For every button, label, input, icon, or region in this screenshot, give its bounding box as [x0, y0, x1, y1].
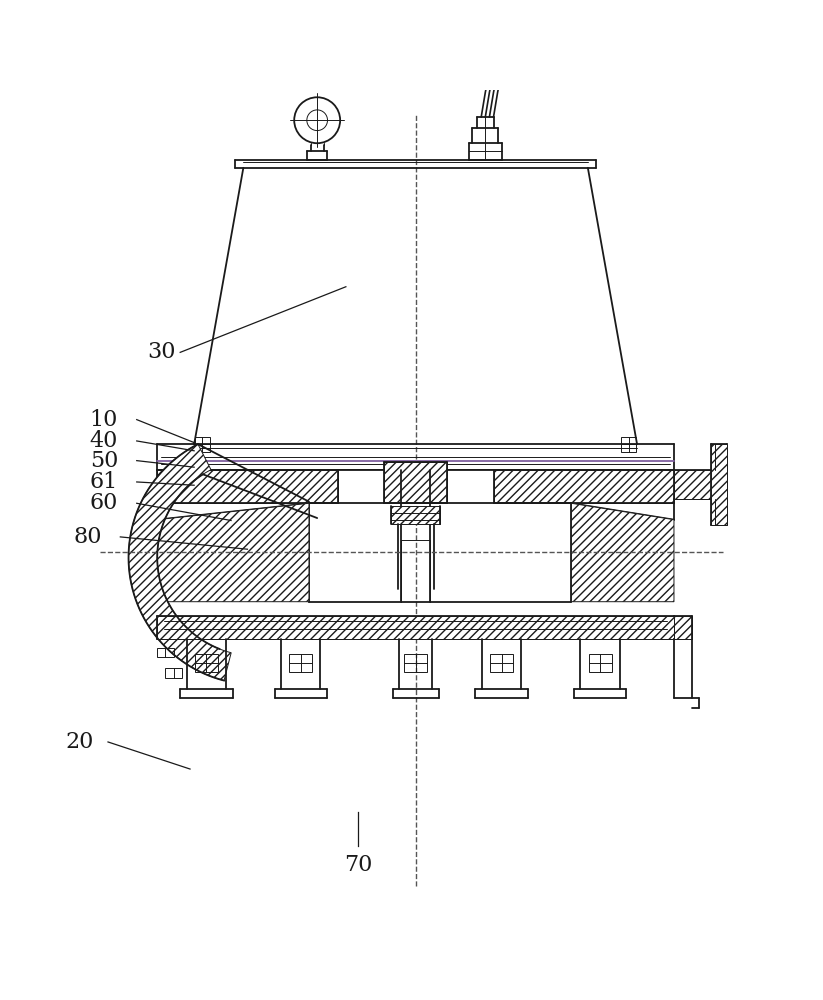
Bar	[404, 654, 427, 672]
Text: 70: 70	[344, 854, 372, 876]
Bar	[195, 437, 210, 452]
Polygon shape	[571, 503, 674, 602]
Bar	[157, 648, 174, 657]
Polygon shape	[128, 444, 231, 681]
Polygon shape	[674, 616, 692, 639]
Text: 60: 60	[90, 492, 119, 514]
Bar	[290, 654, 312, 672]
Bar	[391, 506, 440, 524]
Text: 30: 30	[147, 341, 175, 363]
Text: 10: 10	[90, 409, 119, 431]
Polygon shape	[674, 470, 711, 499]
Bar	[491, 654, 514, 672]
Bar	[165, 668, 182, 678]
Text: 20: 20	[65, 731, 94, 753]
Text: 50: 50	[90, 450, 119, 472]
Text: 40: 40	[90, 430, 119, 452]
Polygon shape	[384, 462, 447, 503]
Polygon shape	[157, 470, 337, 503]
Bar	[621, 437, 636, 452]
Polygon shape	[711, 444, 728, 525]
Text: 61: 61	[90, 471, 118, 493]
Bar	[588, 654, 611, 672]
Polygon shape	[157, 616, 674, 639]
Bar	[195, 654, 218, 672]
Text: 80: 80	[73, 526, 102, 548]
Polygon shape	[494, 470, 674, 503]
Polygon shape	[157, 503, 309, 602]
